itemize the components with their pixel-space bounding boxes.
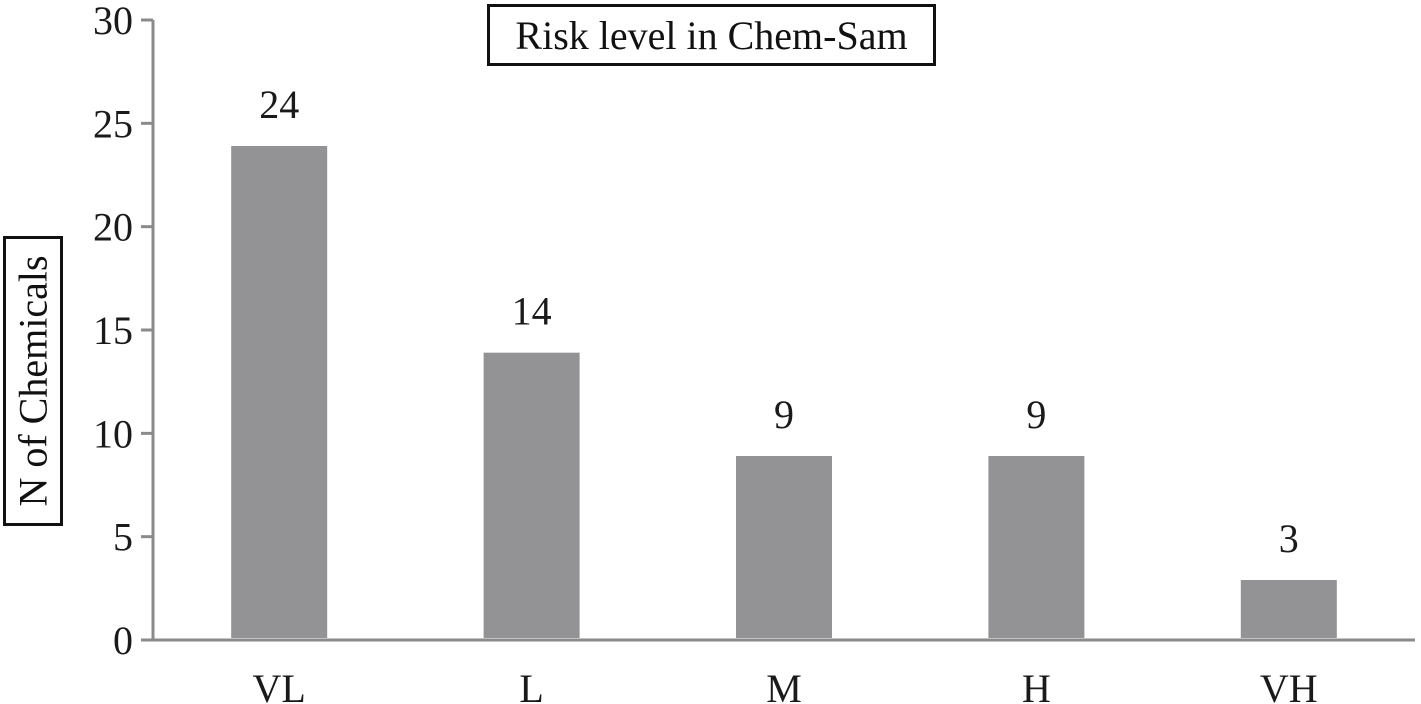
y-axis-title-box: N of Chemicals xyxy=(3,236,63,526)
y-axis-ticks: 0 5 10 15 20 25 30 xyxy=(93,0,153,663)
x-tick-label-h: H xyxy=(1022,666,1051,704)
y-tick-label: 5 xyxy=(113,515,133,560)
x-tick-label-m: M xyxy=(766,666,802,704)
data-labels: 24 14 9 9 3 xyxy=(259,82,1299,561)
data-label-vl: 24 xyxy=(259,82,299,127)
bar-vh xyxy=(1236,576,1341,642)
bar-m xyxy=(732,452,836,642)
x-axis-ticks: VL L M H VH xyxy=(253,666,1318,704)
x-tick-label-l: L xyxy=(519,666,543,704)
y-tick-label: 30 xyxy=(93,0,133,43)
y-tick-label: 25 xyxy=(93,101,133,146)
data-label-h: 9 xyxy=(1026,392,1046,437)
bar-l xyxy=(479,348,584,642)
y-tick-label: 20 xyxy=(93,205,133,250)
bar-vl xyxy=(227,142,332,642)
y-axis-title: N of Chemicals xyxy=(10,255,56,507)
bar-h xyxy=(984,452,1089,642)
y-tick-label: 15 xyxy=(93,308,133,353)
axes xyxy=(151,20,1415,642)
x-tick-label-vl: VL xyxy=(253,666,306,704)
y-tick-label: 0 xyxy=(113,618,133,663)
data-label-vh: 3 xyxy=(1279,516,1299,561)
x-tick-label-vh: VH xyxy=(1260,666,1318,704)
chart-title: Risk level in Chem-Sam xyxy=(487,4,936,66)
y-tick-label: 10 xyxy=(93,411,133,456)
data-label-m: 9 xyxy=(774,392,794,437)
data-label-l: 14 xyxy=(512,289,552,334)
